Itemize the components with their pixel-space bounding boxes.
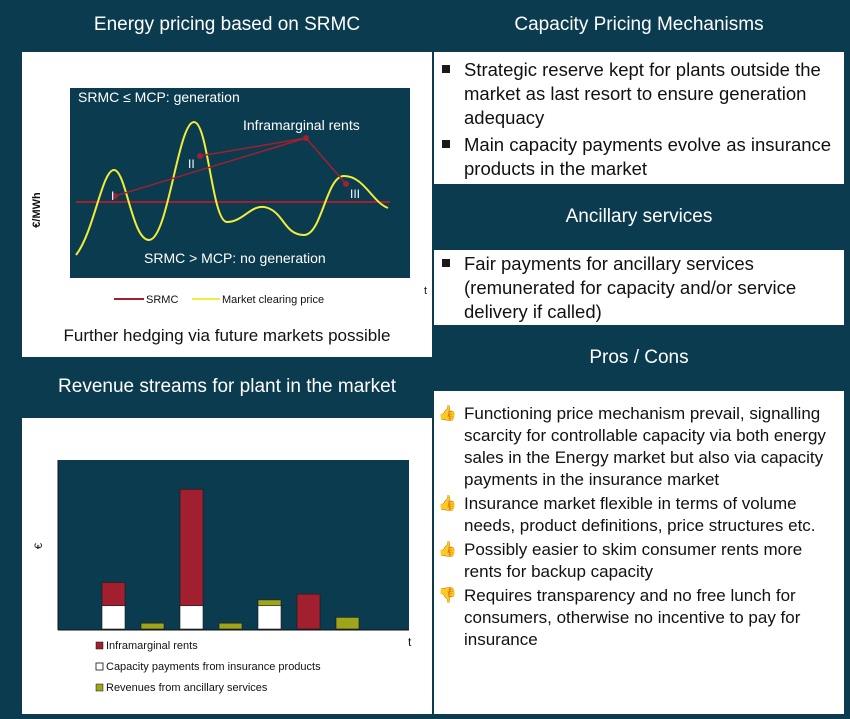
revenue-streams-title: Revenue streams for plant in the market	[58, 376, 396, 397]
con-item: 👎 Requires transparency and no free lunch…	[438, 586, 801, 649]
bullet-square-icon	[442, 65, 450, 73]
thumbs-up-icon: 👍	[438, 405, 457, 422]
bar-segment	[101, 582, 126, 607]
energy-pricing-panel: €/MWh t SRMC ≤ MCP: generation SRMC > MC…	[22, 52, 432, 357]
rent-origin-point	[303, 135, 309, 141]
legend-inframarginal-swatch	[95, 641, 104, 650]
bar-segment	[179, 605, 204, 630]
rent-point-III	[343, 181, 349, 187]
ancillary-bullet: Fair payments for ancillary services (re…	[434, 252, 834, 324]
revenue-streams-chart: € t Inframarginal rents Capacity payment…	[33, 460, 412, 694]
bar-segment	[179, 488, 204, 607]
bullet-square-icon	[442, 259, 450, 267]
revenue-bars	[101, 488, 360, 630]
bar-segment	[335, 617, 360, 630]
legend-srmc-label: SRMC	[146, 294, 178, 306]
legend-capacity-swatch	[95, 662, 104, 671]
label-generation: SRMC ≤ MCP: generation	[78, 89, 240, 105]
bar-segment	[218, 622, 243, 630]
rent-point-I	[112, 193, 118, 199]
pros-cons-title: Pros / Cons	[589, 347, 689, 368]
rent-arrow-II	[199, 137, 307, 157]
energy-y-axis-label: €/MWh	[31, 192, 43, 228]
marker-I: I	[111, 189, 114, 203]
pro-item: 👍 Functioning price mechanism prevail, si…	[438, 404, 826, 489]
capacity-pricing-panel: Strategic reserve kept for plants outsid…	[434, 52, 844, 184]
capacity-bullet: Main capacity payments evolve as insuran…	[434, 133, 836, 181]
legend-ancillary-label: Revenues from ancillary services	[106, 682, 268, 694]
bar-segment	[257, 605, 282, 630]
capacity-pricing-title: Capacity Pricing Mechanisms	[514, 14, 764, 35]
energy-pricing-chart: €/MWh t SRMC ≤ MCP: generation SRMC > MC…	[31, 88, 427, 345]
label-inframarginal-rents: Inframarginal rents	[243, 117, 360, 133]
ancillary-services-title: Ancillary services	[565, 206, 713, 227]
market-clearing-price-curve	[75, 120, 389, 256]
revenue-y-axis-label: €	[33, 543, 45, 549]
label-no-generation: SRMC > MCP: no generation	[144, 250, 326, 266]
legend-inframarginal-label: Inframarginal rents	[106, 640, 198, 652]
thumbs-down-icon: 👎	[438, 587, 457, 604]
legend-capacity-label: Capacity payments from insurance product…	[106, 661, 321, 673]
ancillary-services-panel: Fair payments for ancillary services (re…	[434, 250, 844, 325]
revenue-x-axis-label: t	[408, 635, 412, 649]
thumbs-up-icon: 👍	[438, 541, 457, 558]
capacity-bullet: Strategic reserve kept for plants outsid…	[434, 58, 836, 130]
bar-segment	[101, 605, 126, 630]
rent-point-II	[197, 153, 203, 159]
revenue-streams-panel: € t Inframarginal rents Capacity payment…	[22, 418, 432, 714]
pro-item: 👍 Insurance market flexible in terms of v…	[438, 494, 816, 535]
bar-segment	[296, 593, 321, 630]
legend-ancillary-swatch	[95, 683, 104, 692]
bar-segment	[257, 599, 282, 607]
rent-arrow-III	[305, 137, 347, 185]
hedging-footnote: Further hedging via future markets possi…	[64, 326, 391, 345]
rent-arrow-I	[114, 137, 307, 197]
pro-item: 👍 Possibly easier to skim consumer rents …	[438, 540, 803, 581]
legend-mcp-label: Market clearing price	[222, 294, 324, 306]
bullet-square-icon	[442, 140, 450, 148]
pros-cons-panel: 👍 Functioning price mechanism prevail, si…	[434, 391, 844, 714]
energy-x-axis-label: t	[424, 285, 427, 297]
marker-II: II	[188, 157, 195, 171]
bar-segment	[140, 622, 165, 630]
energy-pricing-title: Energy pricing based on SRMC	[93, 14, 361, 35]
energy-plot-background	[70, 88, 410, 278]
thumbs-up-icon: 👍	[438, 495, 457, 512]
marker-III: III	[350, 187, 360, 201]
